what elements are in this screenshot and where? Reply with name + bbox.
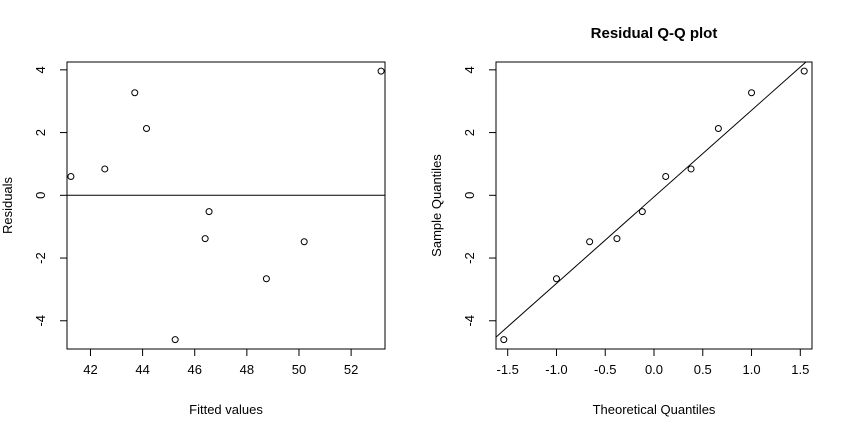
residuals-y-tick-label: 2: [33, 129, 48, 136]
residuals-x-tick-label: 42: [83, 362, 97, 377]
residuals-y-tick-label: -2: [33, 252, 48, 264]
residuals-data-point: [205, 208, 213, 216]
qq-data-point: [613, 235, 621, 243]
residuals-data-point: [377, 67, 385, 75]
residuals-plot: 42 44 46 48 50 52 -4 -2 0 2 4 Fitted values Residual…: [0, 61, 386, 417]
qq-data-point: [586, 238, 594, 246]
qq-y-tick-label: -4: [462, 315, 477, 327]
residuals-x-tick-label: 50: [292, 362, 306, 377]
residuals-y-tick-label: 4: [33, 66, 48, 73]
qq-y-axis-label: Sample Quantiles: [429, 154, 444, 257]
qq-reference-line: [496, 62, 807, 338]
residuals-data-point: [201, 235, 209, 243]
qq-data-point: [800, 67, 808, 75]
qq-title: Residual Q-Q plot: [591, 25, 718, 42]
qq-x-axis-label: Theoretical Quantiles: [593, 402, 716, 417]
qq-data-point: [500, 336, 508, 344]
qq-y-tick-label: -2: [462, 252, 477, 264]
qq-y-tick-label: 0: [462, 192, 477, 199]
qq-data-point: [552, 275, 560, 283]
residuals-x-tick-label: 48: [240, 362, 254, 377]
qq-data-point: [662, 172, 670, 180]
qq-x-tick-label: -1.0: [545, 362, 567, 377]
qq-y-tick-label: 2: [462, 129, 477, 136]
qq-data-point: [687, 165, 695, 173]
qq-x-tick-label: -1.5: [497, 362, 519, 377]
qq-data-point: [638, 208, 646, 216]
qq-x-tick-label: 0.5: [694, 362, 712, 377]
residuals-data-point: [262, 275, 270, 283]
residuals-data-point: [171, 336, 179, 344]
residuals-data-point: [143, 124, 150, 132]
residuals-y-tick-label: 0: [33, 192, 48, 199]
qq-plot-frame: [495, 61, 813, 350]
qq-x-tick-label: 1.0: [742, 362, 760, 377]
residuals-y-axis-label: Residuals: [0, 176, 15, 234]
residuals-data-point: [67, 172, 75, 180]
residuals-x-axis-label: Fitted values: [189, 402, 263, 417]
qq-x-tick-label: 1.5: [791, 362, 809, 377]
qq-plot: -1.5 -1.0 -0.5 0.0 0.5 1.0 1.5 -4 -2 0 2 4 Theoretic…: [429, 25, 813, 417]
residuals-data-point: [101, 165, 109, 173]
residuals-x-tick-label: 44: [135, 362, 149, 377]
qq-x-tick-label: 0.0: [645, 362, 663, 377]
residuals-data-point: [131, 89, 139, 97]
residuals-x-tick-label: 46: [187, 362, 201, 377]
qq-data-point: [748, 89, 756, 97]
qq-y-tick-label: 4: [462, 66, 477, 73]
qq-x-tick-label: -0.5: [594, 362, 616, 377]
residuals-x-tick-label: 52: [344, 362, 358, 377]
residuals-y-tick-label: -4: [33, 315, 48, 327]
qq-data-point: [714, 124, 722, 132]
residuals-plot-frame: [66, 61, 386, 350]
residuals-data-point: [300, 238, 308, 246]
